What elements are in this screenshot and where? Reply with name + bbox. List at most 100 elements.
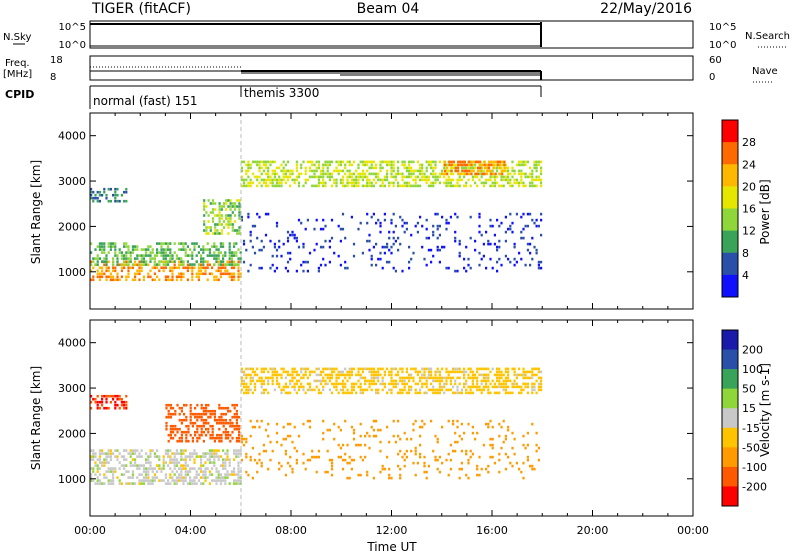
- data-cell: [511, 166, 514, 170]
- data-cell: [213, 458, 216, 461]
- data-cell: [258, 160, 261, 164]
- data-cell: [112, 397, 115, 401]
- data-cell: [491, 455, 494, 459]
- data-cell: [335, 388, 338, 392]
- data-cell: [540, 388, 543, 392]
- data-cell: [231, 229, 234, 232]
- data-cell: [458, 476, 461, 480]
- data-cell: [208, 452, 211, 455]
- data-cell: [480, 467, 483, 471]
- data-cell: [322, 184, 325, 188]
- data-cell: [482, 184, 485, 188]
- data-cell: [383, 251, 386, 255]
- data-cell: [112, 257, 115, 260]
- data-cell: [379, 373, 382, 377]
- data-cell: [489, 419, 492, 423]
- data-cell: [220, 415, 223, 419]
- data-cell: [463, 184, 466, 188]
- data-cell: [540, 376, 543, 380]
- data-cell: [222, 449, 225, 452]
- data-cell: [282, 172, 285, 176]
- data-cell: [264, 449, 268, 453]
- data-cell: [173, 263, 176, 267]
- data-cell: [478, 230, 481, 234]
- data-cell: [465, 169, 469, 173]
- data-cell: [300, 172, 303, 176]
- data-cell: [202, 409, 205, 413]
- data-cell: [182, 260, 185, 263]
- data-cell: [412, 169, 415, 173]
- data-cell: [526, 443, 529, 447]
- data-cell: [107, 394, 110, 398]
- data-cell: [498, 434, 501, 438]
- data-cell: [208, 461, 211, 464]
- velocity-colorbar-tick: 50: [742, 383, 756, 396]
- data-cell: [392, 166, 395, 170]
- data-cell: [237, 470, 240, 473]
- data-cell: [123, 254, 126, 257]
- data-cell: [196, 412, 199, 416]
- data-cell: [123, 449, 126, 452]
- data-cell: [200, 455, 203, 458]
- data-cell: [156, 263, 159, 266]
- data-cell: [222, 418, 225, 422]
- data-cell: [421, 376, 424, 380]
- data-cell: [209, 409, 212, 413]
- data-cell: [92, 467, 95, 470]
- data-cell: [196, 415, 199, 419]
- data-cell: [219, 251, 222, 254]
- data-cell: [151, 479, 154, 482]
- data-cell: [341, 184, 345, 188]
- data-cell: [452, 184, 455, 188]
- data-cell: [280, 178, 283, 182]
- data-cell: [169, 427, 172, 431]
- data-cell: [403, 379, 406, 383]
- data-cell: [333, 370, 336, 374]
- data-cell: [456, 425, 459, 429]
- data-cell: [535, 163, 538, 167]
- data-cell: [182, 263, 185, 266]
- data-cell: [105, 269, 108, 273]
- data-cell: [302, 388, 305, 392]
- data-cell: [471, 370, 474, 374]
- data-cell: [101, 272, 104, 276]
- data-cell: [180, 433, 183, 437]
- data-cell: [92, 196, 95, 200]
- data-cell: [153, 263, 156, 266]
- data-cell: [197, 455, 200, 458]
- data-cell: [236, 205, 239, 208]
- data-cell: [184, 479, 187, 482]
- data-cell: [524, 160, 527, 164]
- data-cell: [142, 260, 145, 263]
- data-cell: [348, 367, 351, 371]
- data-cell: [381, 464, 384, 468]
- data-cell: [370, 263, 373, 267]
- data-cell: [469, 266, 472, 270]
- data-cell: [92, 260, 95, 263]
- data-cell: [366, 175, 369, 179]
- data-cell: [295, 269, 298, 273]
- data-cell: [348, 391, 351, 395]
- data-cell: [408, 166, 411, 170]
- data-cell: [278, 239, 281, 243]
- data-cell: [242, 385, 246, 389]
- data-cell: [233, 251, 236, 254]
- data-cell: [445, 388, 448, 392]
- data-cell: [229, 421, 232, 425]
- data-cell: [218, 223, 221, 226]
- data-cell: [485, 376, 488, 380]
- data-cell: [229, 220, 232, 223]
- data-cell: [127, 263, 130, 266]
- data-cell: [405, 169, 408, 173]
- data-cell: [264, 233, 268, 237]
- data-cell: [291, 376, 294, 380]
- data-cell: [427, 184, 430, 188]
- data-cell: [196, 436, 199, 440]
- data-cell: [344, 458, 347, 462]
- data-cell: [203, 214, 206, 217]
- data-cell: [200, 254, 203, 257]
- data-cell: [233, 452, 236, 455]
- data-cell: [158, 479, 161, 482]
- data-cell: [533, 166, 536, 170]
- data-cell: [355, 175, 358, 179]
